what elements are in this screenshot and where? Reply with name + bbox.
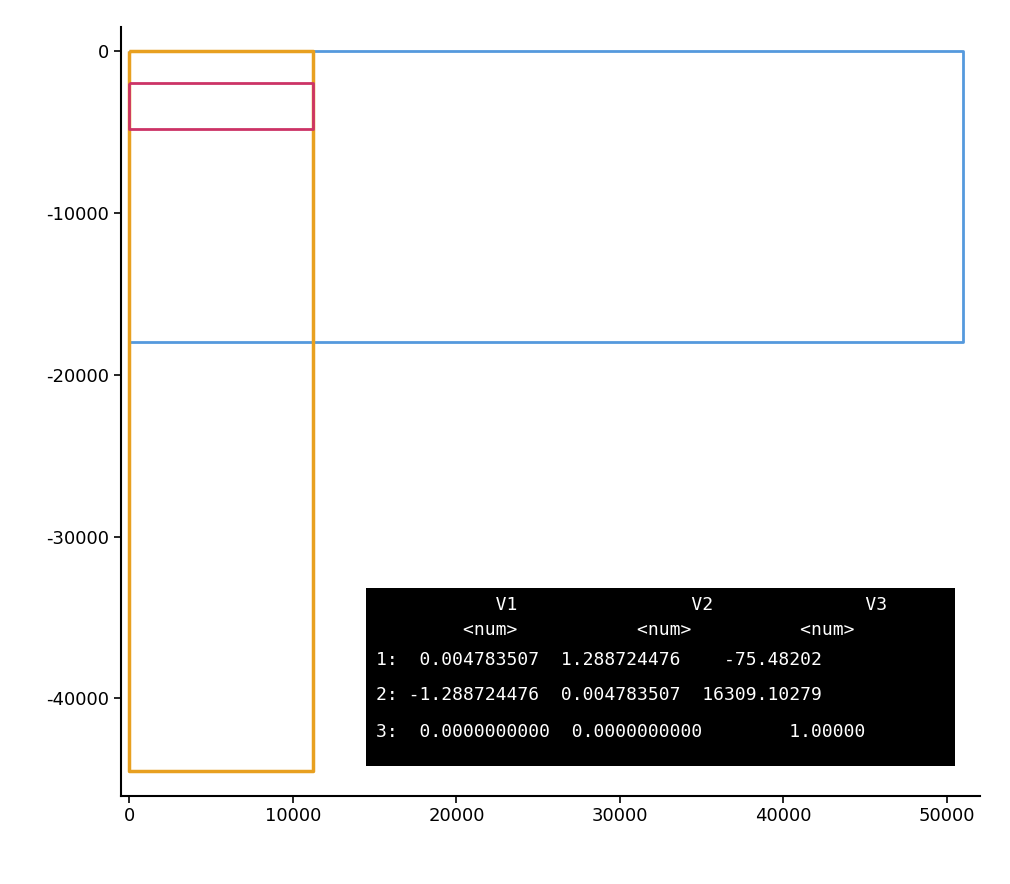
- Text: V1                V2              V3: V1 V2 V3: [377, 596, 888, 613]
- Bar: [367, 589, 955, 766]
- Text: 3:  0.0000000000  0.0000000000        1.00000: 3: 0.0000000000 0.0000000000 1.00000: [377, 723, 866, 742]
- Text: 1:  0.004783507  1.288724476    -75.48202: 1: 0.004783507 1.288724476 -75.48202: [377, 651, 822, 668]
- Text: <num>           <num>          <num>: <num> <num> <num>: [377, 621, 854, 639]
- Text: 2: -1.288724476  0.004783507  16309.10279: 2: -1.288724476 0.004783507 16309.10279: [377, 686, 822, 705]
